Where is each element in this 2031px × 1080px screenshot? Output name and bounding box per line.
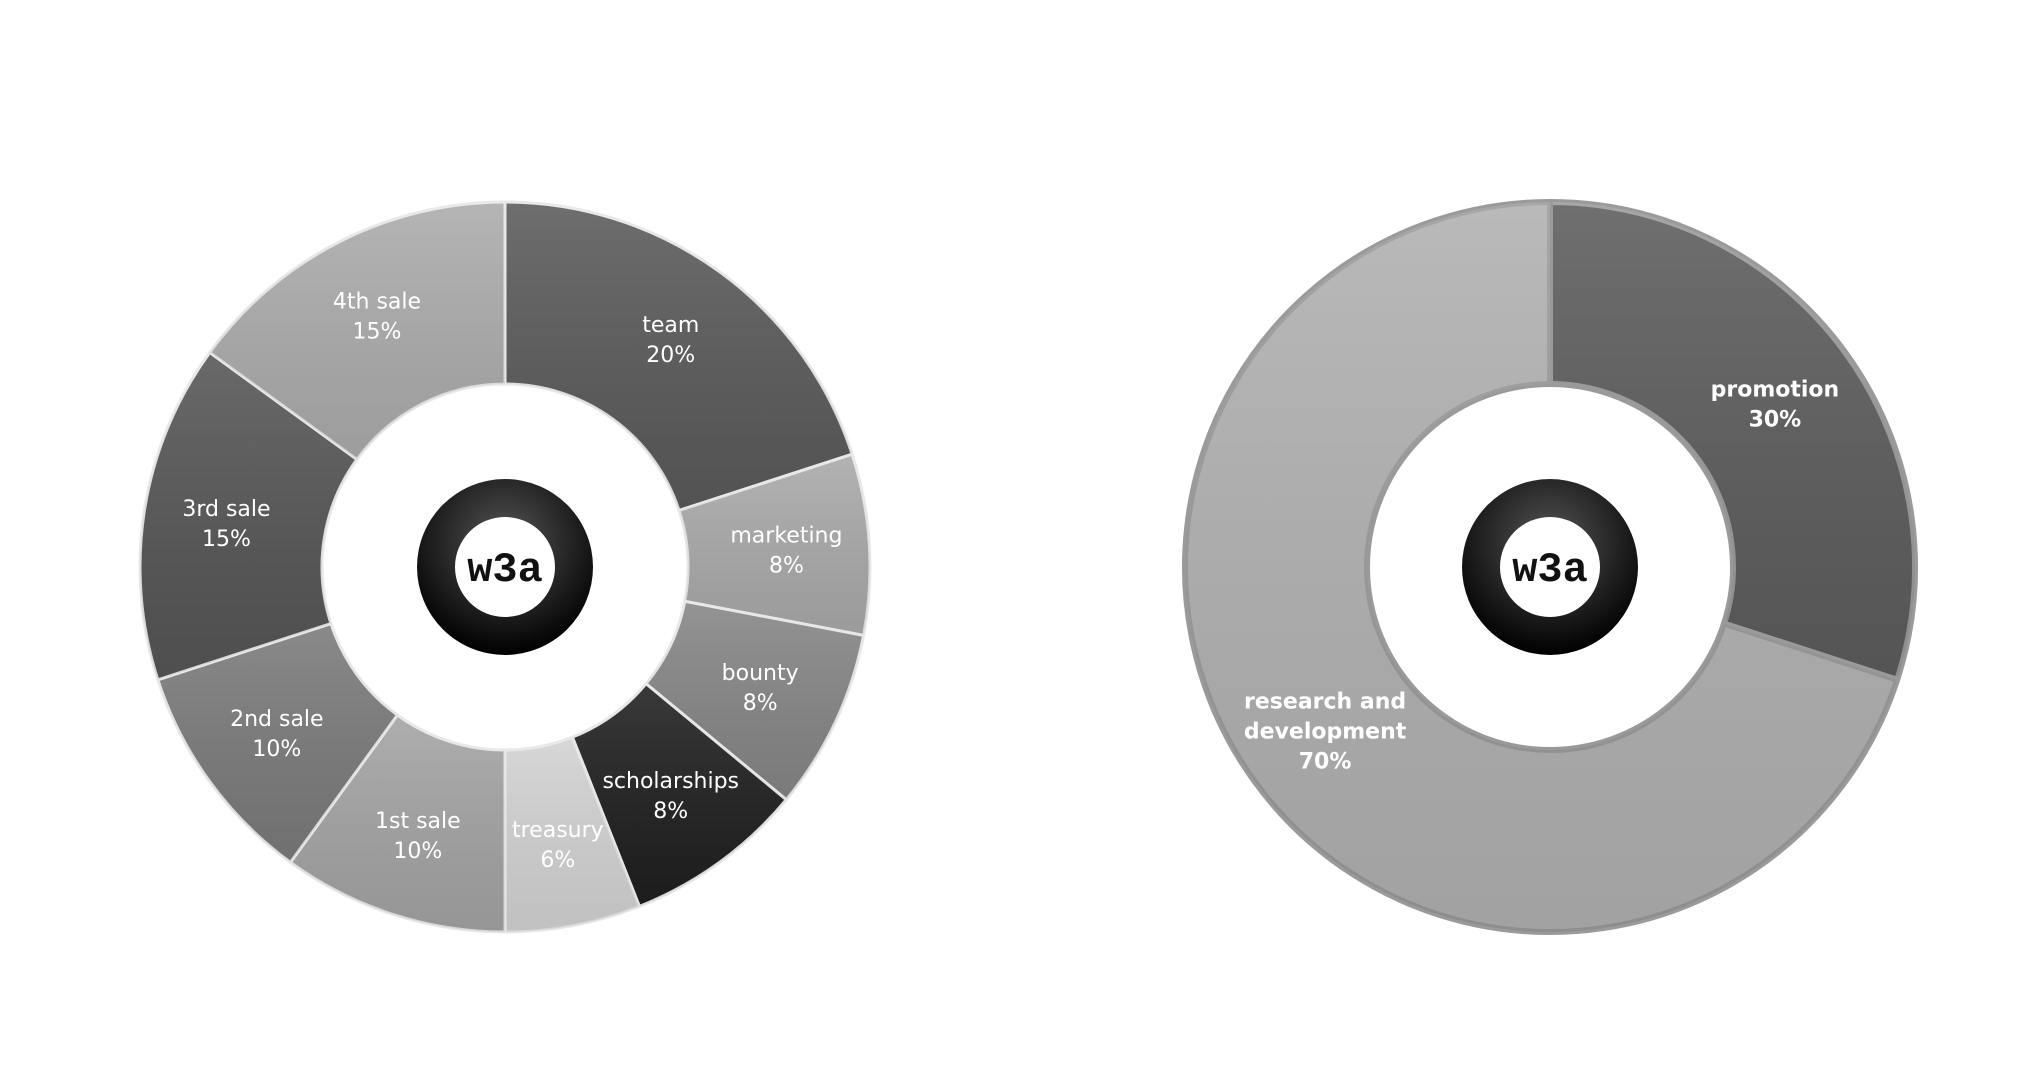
slice-label-treasury: treasury 6% — [512, 818, 604, 873]
slice-label-bounty: bounty 8% — [722, 661, 799, 716]
slice-sheen-marketing — [679, 454, 870, 636]
logo-center — [455, 517, 555, 617]
slice-label-team: team 20% — [642, 313, 699, 368]
slice-sheen-4th-sale — [209, 201, 505, 460]
logo-text: w3a — [467, 546, 543, 594]
slice-label-marketing: marketing 8% — [730, 523, 842, 578]
slice-label-4th-sale: 4th sale 15% — [333, 290, 421, 345]
logo-text: w3a — [1512, 546, 1588, 594]
logo-center — [1500, 517, 1600, 617]
slice-sheen-bounty — [646, 601, 864, 800]
slice-sheen-3rd-sale — [140, 352, 357, 680]
token-distribution-donut: team 20% marketing 8% bounty 8% scholarships 8%… — [138, 200, 872, 934]
slice-sheen-2nd-sale — [157, 623, 398, 863]
slice-label-1st-sale: 1st sale 10% — [375, 809, 461, 864]
slice-sheen-treasury — [505, 737, 640, 932]
funds-allocation-donut: promotion 30% research and development 70% w3… — [1182, 198, 1918, 935]
slice-sheen-1st-sale — [290, 715, 505, 933]
slice-sheen-research-and-development — [1185, 202, 1898, 932]
slice-label-promotion: promotion 30% — [1711, 378, 1840, 433]
slice-label-research-and-development: research and development 70% — [1244, 689, 1407, 774]
slice-label-3rd-sale: 3rd sale 15% — [182, 497, 270, 552]
slice-sheen-promotion — [1550, 202, 1915, 680]
slice-sheen-team — [505, 202, 853, 511]
slice-label-scholarships: scholarships 8% — [602, 769, 739, 824]
slice-label-2nd-sale: 2nd sale 10% — [230, 707, 324, 762]
slice-sheen-scholarships — [572, 683, 787, 907]
